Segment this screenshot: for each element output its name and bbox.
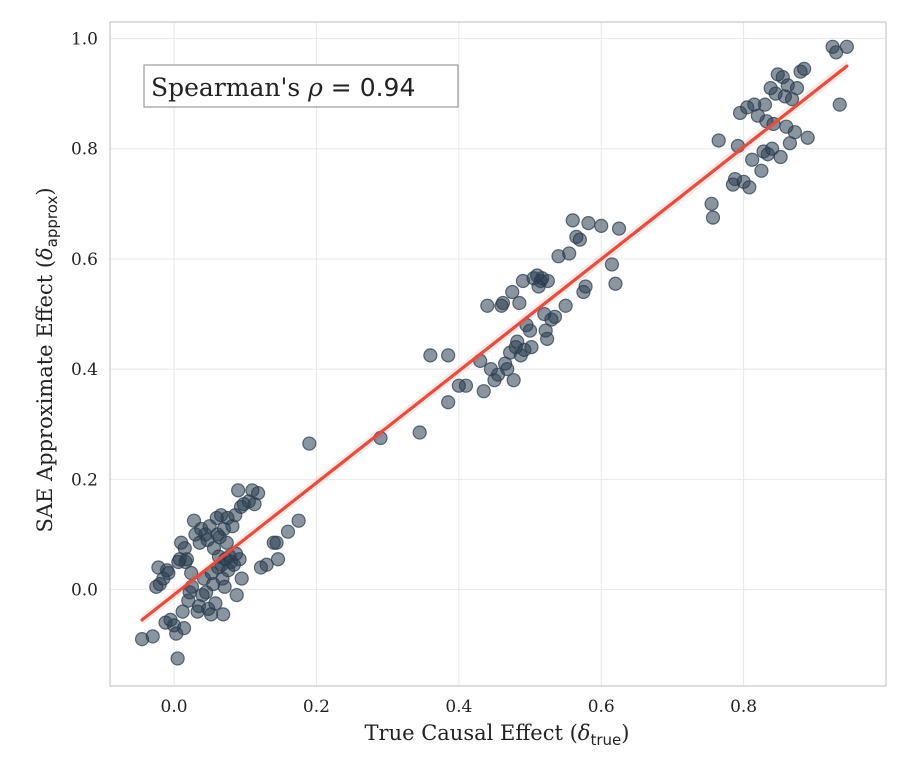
x-tick-label: 0.2	[303, 697, 330, 717]
plot-frame	[109, 21, 887, 687]
data-point	[745, 152, 760, 167]
data-point	[742, 180, 757, 195]
x-tick-label: 0.8	[730, 697, 757, 717]
y-tick-label: 0.2	[71, 470, 98, 490]
data-point	[441, 395, 456, 410]
data-point	[291, 513, 306, 528]
data-point	[562, 246, 577, 261]
data-point	[608, 276, 623, 291]
data-point	[480, 298, 495, 313]
y-tick-label: 0.6	[71, 250, 98, 270]
data-point	[512, 295, 527, 311]
y-tick-label: 0.0	[71, 581, 98, 601]
data-point	[581, 216, 596, 231]
data-point	[280, 524, 296, 539]
data-point	[832, 97, 847, 112]
data-point	[773, 149, 788, 165]
data-point	[170, 651, 185, 666]
data-point	[558, 298, 573, 313]
data-point	[423, 348, 438, 363]
grid	[110, 22, 886, 686]
data-point	[547, 309, 563, 324]
x-tick-label: 0.0	[161, 697, 188, 717]
data-point	[800, 130, 815, 145]
data-point	[572, 232, 587, 247]
data-point	[540, 273, 555, 289]
data-point	[578, 279, 593, 294]
annotation-box: Spearman's ρ = 0.94	[143, 64, 459, 108]
data-point	[522, 323, 538, 338]
data-point	[175, 604, 190, 619]
scatter-points	[134, 39, 854, 666]
data-point	[565, 213, 580, 228]
data-point	[219, 535, 234, 550]
regression-line	[140, 64, 849, 622]
data-point	[161, 565, 176, 581]
y-tick-label: 0.8	[71, 140, 98, 160]
data-point	[176, 621, 192, 636]
data-point	[604, 257, 620, 272]
y-tick-label: 0.4	[71, 360, 98, 380]
data-point	[229, 587, 244, 603]
data-point	[495, 295, 511, 311]
spearman-annotation: Spearman's ρ = 0.94	[151, 73, 415, 102]
annotation-frame	[143, 64, 459, 108]
data-point	[764, 141, 780, 156]
data-point	[441, 348, 456, 363]
data-point	[611, 221, 627, 236]
x-tick-label: 0.4	[445, 697, 472, 717]
data-point	[506, 373, 521, 388]
data-point	[217, 579, 232, 594]
data-point	[234, 571, 249, 586]
x-tick-label: 0.6	[588, 697, 615, 717]
data-point	[500, 362, 515, 377]
data-point	[259, 557, 274, 572]
data-point	[216, 607, 231, 622]
data-point	[179, 552, 194, 567]
data-point	[231, 483, 246, 498]
data-point	[412, 425, 427, 440]
data-point	[594, 218, 609, 233]
data-point	[505, 284, 520, 300]
y-axis-ticks: 0.0 0.2 0.4 0.6 0.8 1.0	[71, 30, 98, 601]
data-point	[208, 596, 223, 611]
x-axis-label: True Causal Effect (δtrue)	[365, 721, 630, 749]
data-point	[711, 133, 726, 148]
y-axis-label: SAE Approximate Effect (δapprox)	[33, 187, 61, 532]
data-point	[797, 61, 812, 76]
data-point	[302, 436, 317, 451]
data-point	[476, 384, 491, 399]
data-point	[269, 535, 284, 550]
regression-line-group	[140, 64, 849, 622]
data-point	[789, 81, 805, 96]
data-point	[705, 210, 721, 225]
data-point	[757, 97, 773, 112]
data-point	[524, 340, 539, 355]
data-point	[787, 125, 802, 140]
data-point	[704, 196, 719, 211]
data-point	[540, 331, 555, 346]
x-axis-ticks: 0.0 0.2 0.4 0.6 0.8	[161, 697, 758, 717]
data-point	[458, 378, 474, 393]
data-point	[145, 629, 160, 644]
data-point	[839, 39, 854, 54]
data-point	[232, 552, 247, 567]
data-point	[250, 486, 266, 501]
y-tick-label: 1.0	[71, 30, 98, 50]
data-point	[270, 552, 286, 567]
data-point	[754, 163, 769, 178]
